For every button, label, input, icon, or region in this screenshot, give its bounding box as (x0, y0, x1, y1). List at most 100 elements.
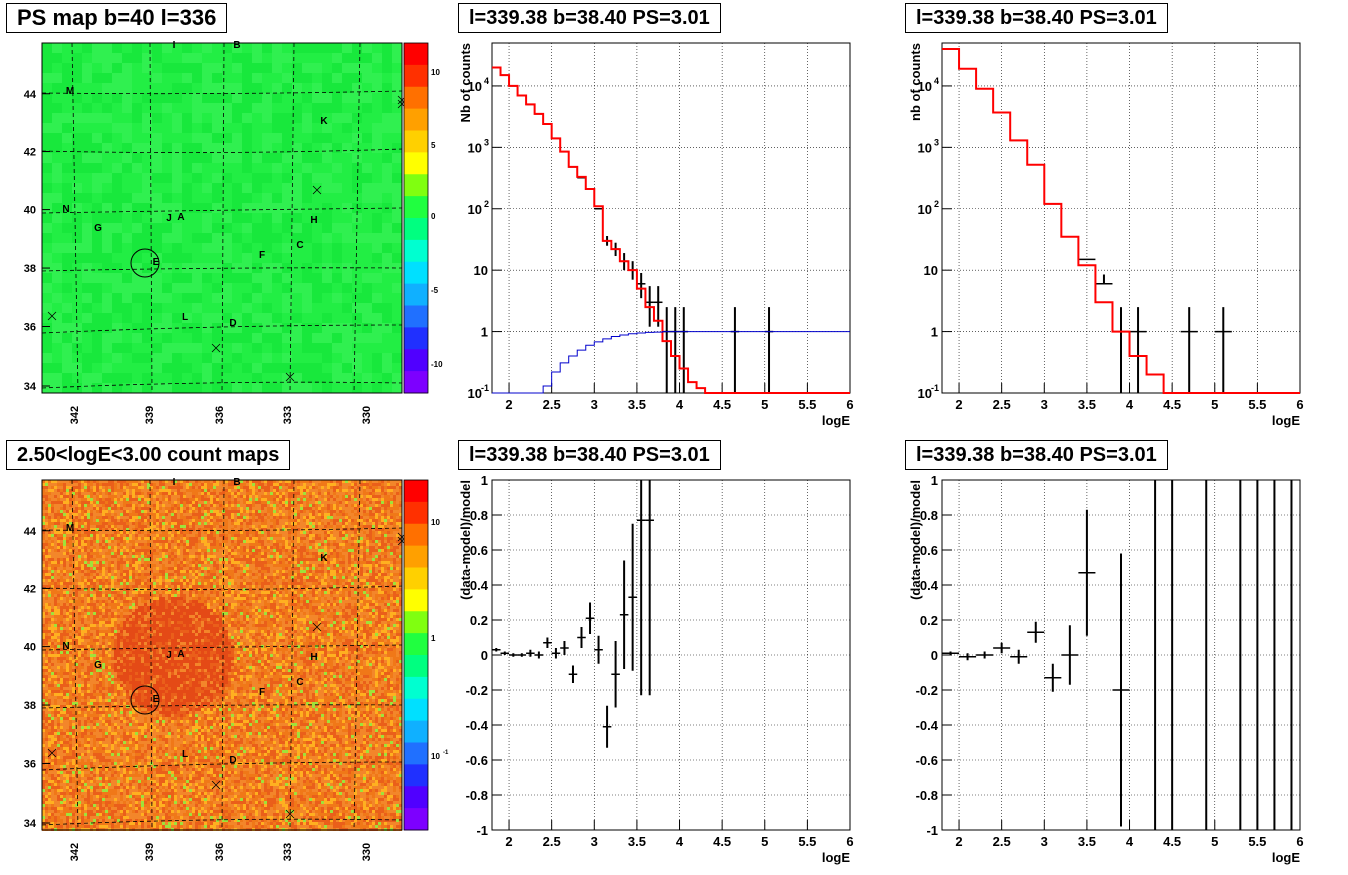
map-pixel (262, 153, 272, 163)
map-pixel (363, 531, 366, 534)
map-pixel (132, 283, 142, 293)
map-pixel (294, 504, 297, 507)
map-pixel (333, 537, 336, 540)
map-pixel (342, 534, 345, 537)
map-pixel (375, 543, 378, 546)
map-pixel (159, 489, 162, 492)
map-pixel (336, 495, 339, 498)
map-pixel (339, 510, 342, 513)
map-pixel (202, 233, 212, 243)
map-pixel (288, 558, 291, 561)
map-pixel (292, 203, 302, 213)
map-pixel (303, 504, 306, 507)
map-pixel (306, 549, 309, 552)
map-pixel (207, 543, 210, 546)
map-pixel (288, 543, 291, 546)
map-pixel (183, 543, 186, 546)
map-pixel (382, 153, 392, 163)
map-pixel (152, 333, 162, 343)
source-label-j: J (166, 213, 172, 224)
map-pixel (141, 519, 144, 522)
map-pixel (285, 498, 288, 501)
map-pixel (252, 489, 255, 492)
map-pixel (66, 543, 69, 546)
map-pixel (162, 531, 165, 534)
map-pixel (202, 73, 212, 83)
map-pixel (246, 561, 249, 564)
map-pixel (117, 498, 120, 501)
map-pixel (272, 193, 282, 203)
map-pixel (177, 495, 180, 498)
map-pixel (240, 513, 243, 516)
map-pixel (42, 123, 52, 133)
map-pixel (144, 507, 147, 510)
map-pixel (212, 303, 222, 313)
map-pixel (322, 323, 332, 333)
map-pixel (60, 540, 63, 543)
map-pixel (312, 93, 322, 103)
map-pixel (159, 510, 162, 513)
map-pixel (90, 540, 93, 543)
map-pixel (142, 253, 152, 263)
map-pixel (351, 516, 354, 519)
map-pixel (288, 513, 291, 516)
map-pixel (342, 313, 352, 323)
map-pixel (392, 213, 402, 223)
map-pixel (327, 498, 330, 501)
map-pixel (309, 483, 312, 486)
map-pixel (292, 363, 302, 373)
map-pixel (174, 531, 177, 534)
map-pixel (282, 567, 285, 570)
map-pixel (228, 546, 231, 549)
map-pixel (264, 558, 267, 561)
map-pixel (382, 313, 392, 323)
map-pixel (252, 303, 262, 313)
map-pixel (162, 53, 172, 63)
map-pixel (390, 558, 393, 561)
map-pixel (174, 519, 177, 522)
map-pixel (212, 63, 222, 73)
map-pixel (182, 93, 192, 103)
map-pixel (222, 233, 232, 243)
map-pixel (204, 513, 207, 516)
map-pixel (330, 501, 333, 504)
map-pixel (99, 567, 102, 570)
map-pixel (141, 561, 144, 564)
map-pixel (270, 546, 273, 549)
map-pixel (369, 510, 372, 513)
map-pixel (231, 537, 234, 540)
map-pixel (132, 486, 135, 489)
map-pixel (294, 513, 297, 516)
map-pixel (45, 525, 48, 528)
map-pixel (54, 519, 57, 522)
map-pixel (318, 510, 321, 513)
map-pixel (392, 333, 402, 343)
map-pixel (96, 519, 99, 522)
map-pixel (60, 552, 63, 555)
map-pixel (258, 552, 261, 555)
map-pixel (204, 564, 207, 567)
map-pixel (396, 567, 399, 570)
colorbar-segment (404, 87, 428, 109)
map-pixel (210, 570, 213, 573)
map-pixel (180, 561, 183, 564)
map-pixel (333, 519, 336, 522)
map-pixel (112, 273, 122, 283)
map-pixel (381, 495, 384, 498)
map-pixel (273, 549, 276, 552)
map-pixel (201, 567, 204, 570)
map-pixel (366, 495, 369, 498)
map-pixel (152, 103, 162, 113)
map-pixel (152, 363, 162, 373)
map-pixel (135, 513, 138, 516)
map-pixel (321, 504, 324, 507)
map-pixel (129, 567, 132, 570)
map-pixel (123, 495, 126, 498)
map-pixel (264, 531, 267, 534)
map-pixel (153, 543, 156, 546)
map-pixel (234, 564, 237, 567)
map-pixel (62, 283, 72, 293)
map-pixel (273, 504, 276, 507)
map-pixel (282, 540, 285, 543)
map-pixel (294, 507, 297, 510)
